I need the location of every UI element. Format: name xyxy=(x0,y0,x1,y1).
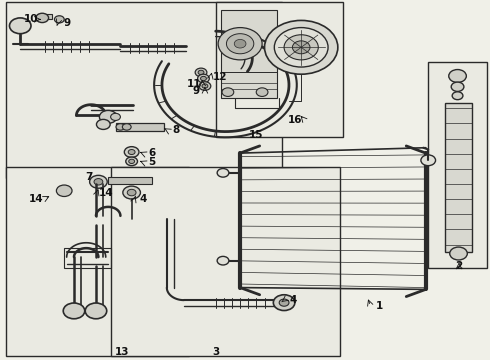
Text: 4: 4 xyxy=(289,295,296,305)
FancyBboxPatch shape xyxy=(111,167,340,356)
Circle shape xyxy=(97,120,110,130)
Text: 3: 3 xyxy=(212,347,220,357)
Circle shape xyxy=(449,69,466,82)
Text: 8: 8 xyxy=(172,125,179,135)
Circle shape xyxy=(116,124,125,130)
Circle shape xyxy=(279,299,289,306)
Text: 14: 14 xyxy=(28,194,43,204)
Circle shape xyxy=(217,168,229,177)
Circle shape xyxy=(56,185,72,197)
Circle shape xyxy=(274,28,328,67)
Circle shape xyxy=(94,179,103,185)
Circle shape xyxy=(273,295,295,311)
Circle shape xyxy=(198,70,204,75)
Circle shape xyxy=(195,68,207,77)
Text: 11: 11 xyxy=(187,79,201,89)
Circle shape xyxy=(451,82,464,91)
FancyBboxPatch shape xyxy=(216,3,343,137)
Circle shape xyxy=(222,88,234,96)
Circle shape xyxy=(284,35,318,60)
Text: 7: 7 xyxy=(85,172,92,182)
Circle shape xyxy=(111,113,121,121)
Circle shape xyxy=(450,247,467,260)
Text: 12: 12 xyxy=(212,72,227,82)
Circle shape xyxy=(256,88,268,96)
FancyBboxPatch shape xyxy=(445,103,472,252)
Circle shape xyxy=(202,84,208,88)
Circle shape xyxy=(63,303,85,319)
Circle shape xyxy=(293,41,310,54)
FancyBboxPatch shape xyxy=(220,10,277,98)
Circle shape xyxy=(234,40,246,48)
Circle shape xyxy=(199,82,211,90)
Text: 4: 4 xyxy=(140,194,147,204)
Circle shape xyxy=(122,124,131,130)
Text: 1: 1 xyxy=(376,301,383,311)
Circle shape xyxy=(124,147,139,157)
Circle shape xyxy=(126,157,138,166)
Circle shape xyxy=(129,159,135,163)
Text: 9: 9 xyxy=(63,18,70,28)
Circle shape xyxy=(452,92,463,100)
Circle shape xyxy=(265,21,338,74)
Circle shape xyxy=(127,189,136,196)
FancyBboxPatch shape xyxy=(5,3,282,178)
Circle shape xyxy=(85,303,107,319)
Circle shape xyxy=(128,149,135,154)
FancyBboxPatch shape xyxy=(5,167,189,356)
Text: 13: 13 xyxy=(115,347,129,357)
Circle shape xyxy=(226,34,254,54)
Circle shape xyxy=(36,13,49,23)
Circle shape xyxy=(54,16,64,23)
Circle shape xyxy=(200,76,206,81)
Circle shape xyxy=(421,155,436,166)
Text: 9: 9 xyxy=(193,86,200,96)
Circle shape xyxy=(197,74,209,83)
Text: 14: 14 xyxy=(98,188,113,198)
Circle shape xyxy=(99,111,117,123)
Text: 6: 6 xyxy=(148,148,156,158)
Text: 16: 16 xyxy=(288,115,303,125)
FancyBboxPatch shape xyxy=(108,177,152,184)
Circle shape xyxy=(9,18,31,34)
Circle shape xyxy=(218,28,262,60)
Text: 5: 5 xyxy=(148,157,156,167)
Circle shape xyxy=(123,186,141,199)
Text: 15: 15 xyxy=(249,130,264,140)
FancyBboxPatch shape xyxy=(428,62,487,268)
FancyBboxPatch shape xyxy=(116,123,164,131)
FancyBboxPatch shape xyxy=(37,14,52,19)
Circle shape xyxy=(217,256,229,265)
Text: 10: 10 xyxy=(24,14,39,24)
Text: 2: 2 xyxy=(455,261,463,271)
Circle shape xyxy=(90,175,107,188)
